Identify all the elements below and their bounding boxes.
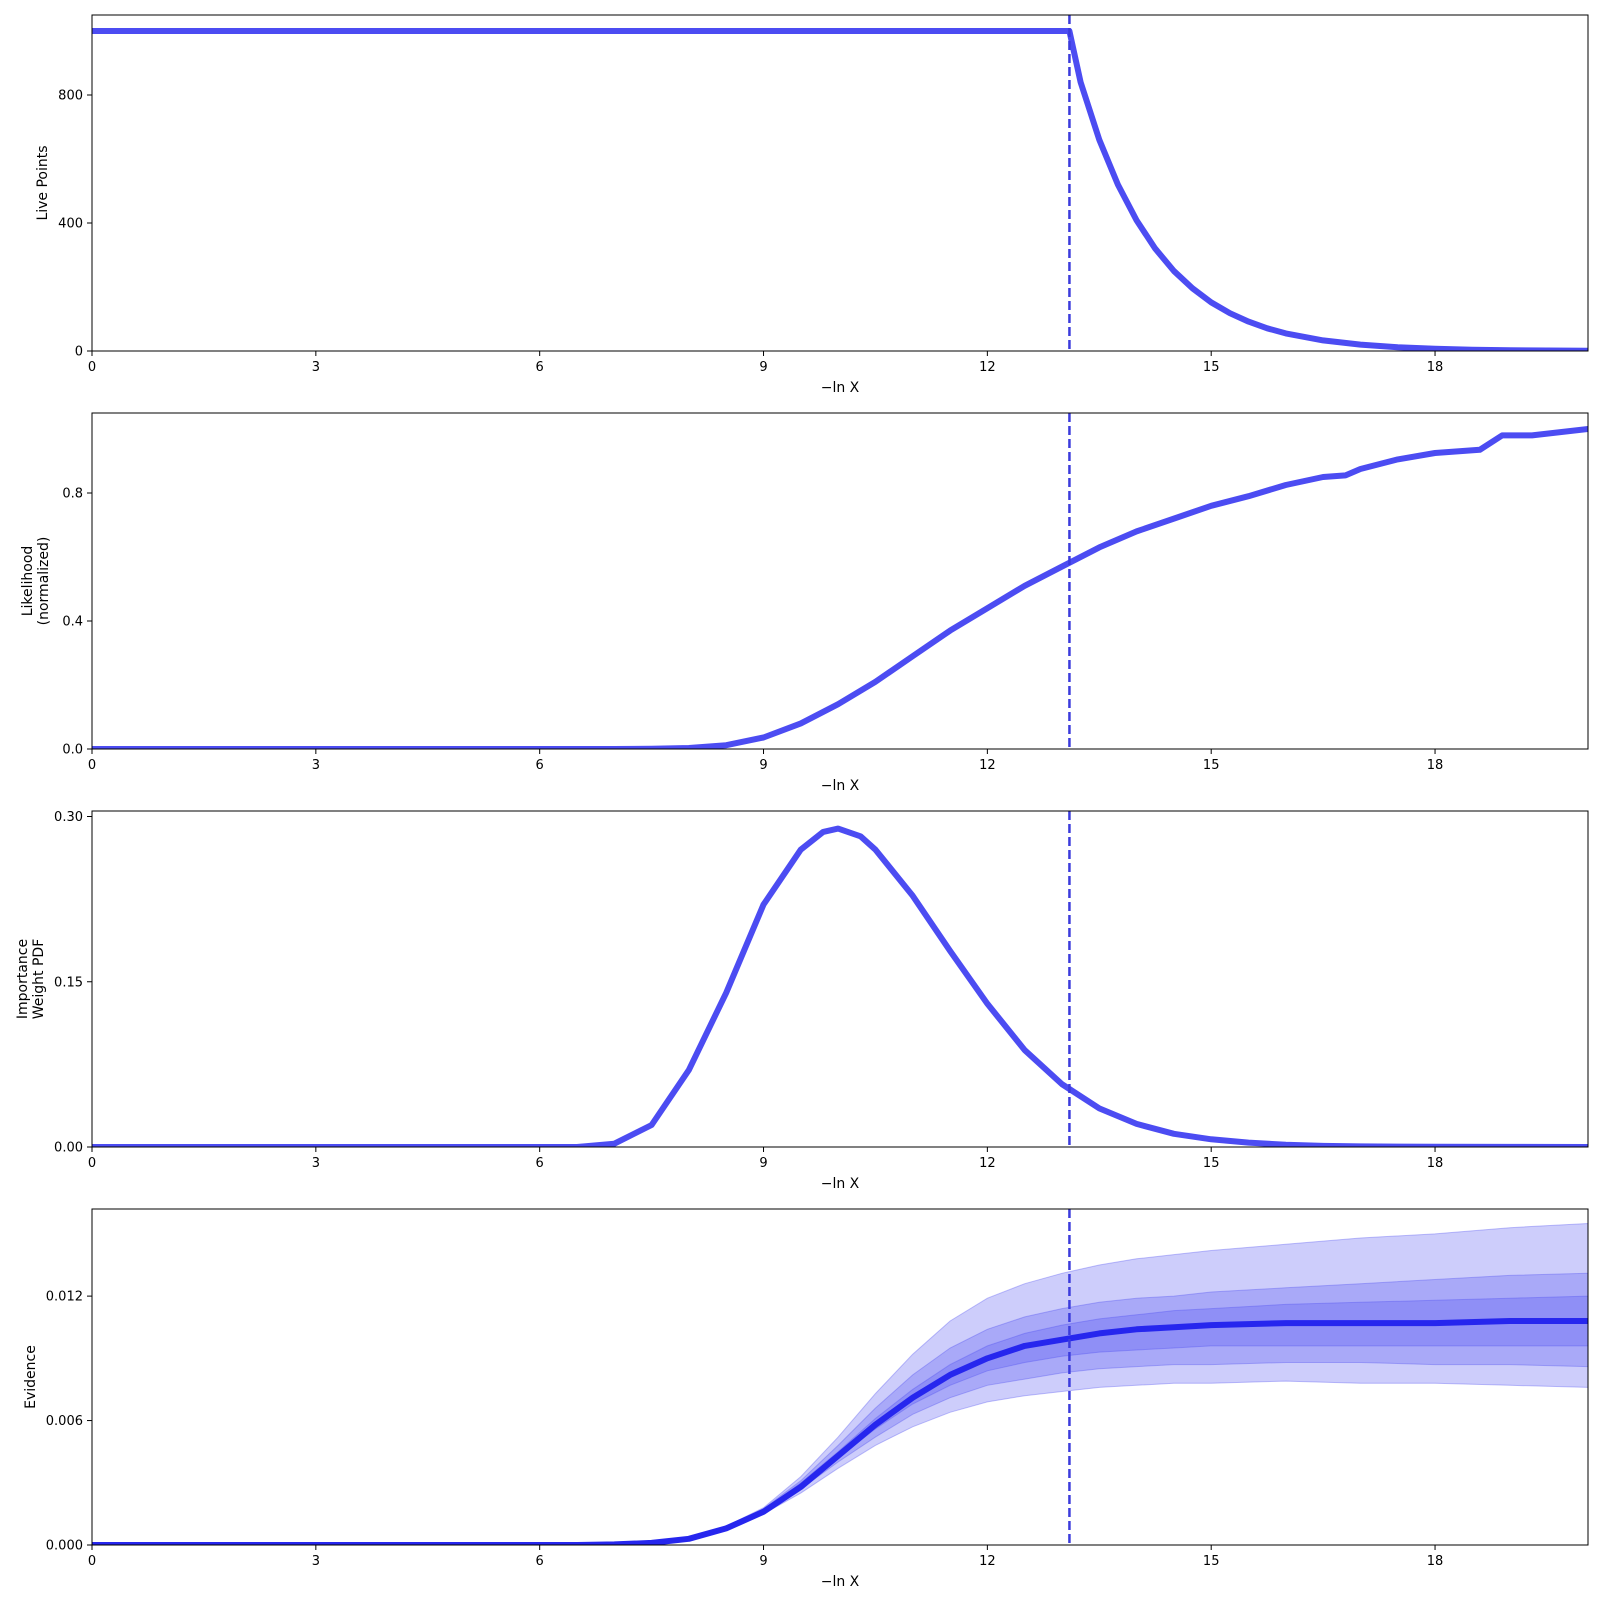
plot-area	[92, 426, 1588, 749]
axes-frame	[91, 810, 1589, 1148]
axes-frame	[91, 14, 1589, 352]
x-tick-label: 9	[759, 758, 767, 773]
y-tick-label: 0.012	[46, 1290, 83, 1305]
x-tick-label: 12	[979, 1554, 996, 1569]
x-tick-label: 3	[312, 360, 320, 375]
x-tick-label: 6	[536, 758, 544, 773]
x-tick-label: 15	[1203, 360, 1220, 375]
y-tick-label: 0.00	[54, 1141, 83, 1156]
y-axis-label-line: Live Points	[35, 145, 51, 220]
y-tick-label: 0.15	[54, 975, 83, 990]
panels: 0 3 6 9 12 15 18 0 400 800 −ln X Live Points 0 3 6 9 12 1…	[15, 14, 1589, 1590]
x-axis-label: −ln X	[821, 1176, 860, 1192]
panel-4: 0 3 6 9 12 15 18 0.000 0.006 0.012 −ln X Evidence	[23, 1208, 1589, 1590]
x-tick-label: 6	[536, 1156, 544, 1171]
x-tick-label: 9	[759, 1554, 767, 1569]
series-line-1	[92, 825, 1588, 1147]
x-tick-label: 12	[979, 1156, 996, 1171]
y-axis-label-line: (normalized)	[36, 537, 52, 626]
series-line-1	[92, 426, 1588, 749]
y-axis-label-line: Importance	[15, 939, 31, 1019]
x-tick-label: 15	[1203, 1554, 1220, 1569]
x-axis-label: −ln X	[821, 380, 860, 396]
y-axis-label-line: Weight PDF	[31, 939, 47, 1020]
x-tick-label: 3	[312, 1156, 320, 1171]
y-tick-label: 800	[58, 89, 83, 104]
plot-area	[92, 825, 1588, 1147]
x-tick-label: 6	[536, 1554, 544, 1569]
y-axis-label: Evidence	[23, 1345, 39, 1409]
plot-area	[92, 1222, 1588, 1545]
x-tick-label: 6	[536, 360, 544, 375]
x-tick-label: 12	[979, 360, 996, 375]
series-line-1	[92, 28, 1588, 351]
evidence-median-line	[92, 1318, 1588, 1545]
x-tick-label: 3	[312, 758, 320, 773]
x-axis-label: −ln X	[821, 778, 860, 794]
x-tick-label: 15	[1203, 758, 1220, 773]
x-axis-label: −ln X	[821, 1574, 860, 1590]
x-tick-label: 18	[1427, 758, 1444, 773]
x-tick-label: 18	[1427, 1554, 1444, 1569]
confidence-band-2	[92, 1272, 1588, 1545]
y-tick-label: 0.4	[62, 615, 83, 630]
axes-frame	[91, 412, 1589, 750]
x-tick-label: 0	[88, 360, 96, 375]
y-axis-label: Live Points	[35, 145, 51, 220]
y-axis-label-line: Likelihood	[20, 546, 36, 617]
y-tick-label: 0.8	[62, 487, 83, 502]
panel-3: 0 3 6 9 12 15 18 0.00 0.15 0.30 −ln X ImportanceWei…	[15, 810, 1589, 1192]
y-tick-label: 0.000	[46, 1539, 83, 1554]
x-tick-label: 3	[312, 1554, 320, 1569]
x-tick-label: 15	[1203, 1156, 1220, 1171]
x-tick-label: 0	[88, 758, 96, 773]
x-tick-label: 0	[88, 1156, 96, 1171]
axes-frame	[91, 1208, 1589, 1546]
y-tick-label: 0.0	[62, 743, 83, 758]
x-tick-label: 18	[1427, 1156, 1444, 1171]
panel-2: 0 3 6 9 12 15 18 0.0 0.4 0.8 −ln X Likelihood(norma…	[20, 412, 1589, 794]
y-axis-label-line: Evidence	[23, 1345, 39, 1409]
confidence-band-1	[92, 1222, 1588, 1545]
plot-area	[92, 28, 1588, 351]
x-tick-label: 9	[759, 1156, 767, 1171]
x-tick-label: 12	[979, 758, 996, 773]
y-tick-label: 0.006	[46, 1414, 83, 1429]
y-axis-label: Likelihood(normalized)	[20, 537, 52, 626]
x-tick-label: 0	[88, 1554, 96, 1569]
x-tick-label: 18	[1427, 360, 1444, 375]
y-tick-label: 0.30	[54, 810, 83, 825]
x-tick-label: 9	[759, 360, 767, 375]
y-tick-label: 400	[58, 217, 83, 232]
y-axis-label: ImportanceWeight PDF	[15, 939, 47, 1020]
y-tick-label: 0	[75, 345, 83, 360]
panel-1: 0 3 6 9 12 15 18 0 400 800 −ln X Live Points	[35, 14, 1589, 396]
